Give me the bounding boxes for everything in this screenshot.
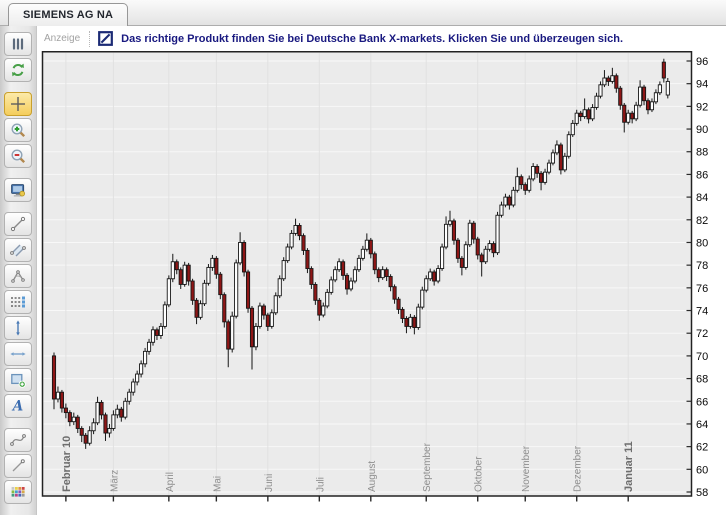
y-axis-price-labels: 58 60 62 64 66 68 70 72 74 76 78 80 82 84 86 88 90 92 94 96 <box>686 56 708 499</box>
toolbar-button-curve-tool[interactable] <box>4 428 32 452</box>
svg-text:66: 66 <box>696 396 708 408</box>
deutsche-bank-logo-icon <box>98 31 114 46</box>
svg-text:März: März <box>109 470 120 492</box>
svg-text:Dezember: Dezember <box>573 445 584 492</box>
angle-arc-icon <box>11 270 25 283</box>
toolbar-button-parallel-channel[interactable] <box>4 238 32 262</box>
svg-text:64: 64 <box>696 419 708 431</box>
svg-text:April: April <box>165 472 176 492</box>
svg-text:74: 74 <box>696 306 708 318</box>
svg-text:A: A <box>11 399 23 415</box>
svg-text:August: August <box>367 461 378 492</box>
toolbar-button-trend-line[interactable] <box>4 212 32 236</box>
toolbar-button-fibonacci-levels[interactable] <box>4 290 32 314</box>
svg-text:60: 60 <box>696 464 708 476</box>
toolbar-button-color-palette[interactable] <box>4 480 32 504</box>
svg-text:96: 96 <box>696 56 708 68</box>
svg-text:Februar 10: Februar 10 <box>61 436 73 492</box>
toolbar-button-crosshair[interactable] <box>4 92 32 116</box>
toolbar-button-chart-type[interactable] <box>4 32 32 56</box>
zoom-out-icon <box>11 149 26 164</box>
toolbar-button-zoom-in[interactable] <box>4 118 32 142</box>
ad-label: Anzeige <box>44 33 81 44</box>
svg-text:82: 82 <box>696 215 708 227</box>
crosshair-icon <box>11 97 25 111</box>
zoom-in-icon <box>11 123 26 138</box>
curve-icon <box>10 434 26 446</box>
svg-text:92: 92 <box>696 101 708 113</box>
svg-text:November: November <box>521 445 532 492</box>
tab-siemens-ag-na[interactable]: SIEMENS AG NA <box>8 3 129 26</box>
svg-text:58: 58 <box>696 487 708 499</box>
toolbar-button-screen-view[interactable] <box>4 178 32 202</box>
drawing-toolbar: A <box>0 26 37 515</box>
pencil-line-icon <box>12 459 25 472</box>
svg-text:76: 76 <box>696 283 708 295</box>
svg-text:Juli: Juli <box>315 477 326 492</box>
ad-link[interactable]: Das richtige Produkt finden Sie bei Deut… <box>121 32 623 45</box>
horizontal-gridlines <box>43 60 691 493</box>
svg-text:Juni: Juni <box>264 474 275 492</box>
svg-text:Januar 11: Januar 11 <box>623 441 635 492</box>
fibonacci-levels-icon <box>11 296 25 308</box>
vertical-gridlines <box>65 52 629 495</box>
monitor-icon <box>11 184 25 197</box>
vertical-measure-icon <box>16 320 20 336</box>
palette-icon <box>11 487 25 497</box>
toolbar-button-zoom-out[interactable] <box>4 144 32 168</box>
ad-banner: Anzeige Das richtige Produkt finden Sie … <box>37 26 726 51</box>
svg-text:September: September <box>422 442 433 492</box>
svg-text:72: 72 <box>696 328 708 340</box>
svg-text:62: 62 <box>696 442 708 454</box>
toolbar-button-vertical-measure[interactable] <box>4 316 32 340</box>
toolbar-button-pencil-line[interactable] <box>4 454 32 478</box>
price-chart[interactable]: Februar 10 März April Mai Juni Juli August Sept… <box>37 51 726 515</box>
banner-divider <box>89 30 91 47</box>
svg-text:Mai: Mai <box>212 476 223 492</box>
tab-bar: SIEMENS AG NA <box>0 0 726 26</box>
chart-panel: Anzeige Das richtige Produkt finden Sie … <box>37 26 726 515</box>
candlestick-bars-icon <box>12 38 24 50</box>
refresh-icon <box>12 63 24 77</box>
svg-text:90: 90 <box>696 124 708 136</box>
toolbar-button-add-rectangle[interactable] <box>4 368 32 392</box>
svg-text:86: 86 <box>696 169 708 181</box>
svg-text:84: 84 <box>696 192 708 204</box>
toolbar-button-refresh[interactable] <box>4 58 32 82</box>
toolbar-button-angle-arc[interactable] <box>4 264 32 288</box>
svg-text:68: 68 <box>696 374 708 386</box>
toolbar-button-horizontal-measure[interactable] <box>4 342 32 366</box>
parallel-channel-icon <box>10 244 26 257</box>
tab-label: SIEMENS AG NA <box>23 9 114 21</box>
chart-area[interactable]: Februar 10 März April Mai Juni Juli August Sept… <box>37 51 726 515</box>
x-axis-month-labels: Februar 10 März April Mai Juni Juli August Sept… <box>61 436 635 502</box>
toolbar-button-text-annotation[interactable]: A <box>4 394 32 418</box>
plot-border <box>41 51 693 497</box>
svg-text:78: 78 <box>696 260 708 272</box>
svg-text:94: 94 <box>696 79 708 91</box>
svg-text:80: 80 <box>696 237 708 249</box>
plot-background <box>42 51 692 496</box>
add-rectangle-icon <box>11 373 26 388</box>
svg-text:Oktober: Oktober <box>474 456 485 492</box>
horizontal-measure-icon <box>10 352 26 356</box>
svg-text:70: 70 <box>696 351 708 363</box>
svg-text:88: 88 <box>696 147 708 159</box>
trend-line-icon <box>10 216 26 232</box>
candlesticks <box>51 58 670 449</box>
text-a-icon: A <box>11 399 23 415</box>
